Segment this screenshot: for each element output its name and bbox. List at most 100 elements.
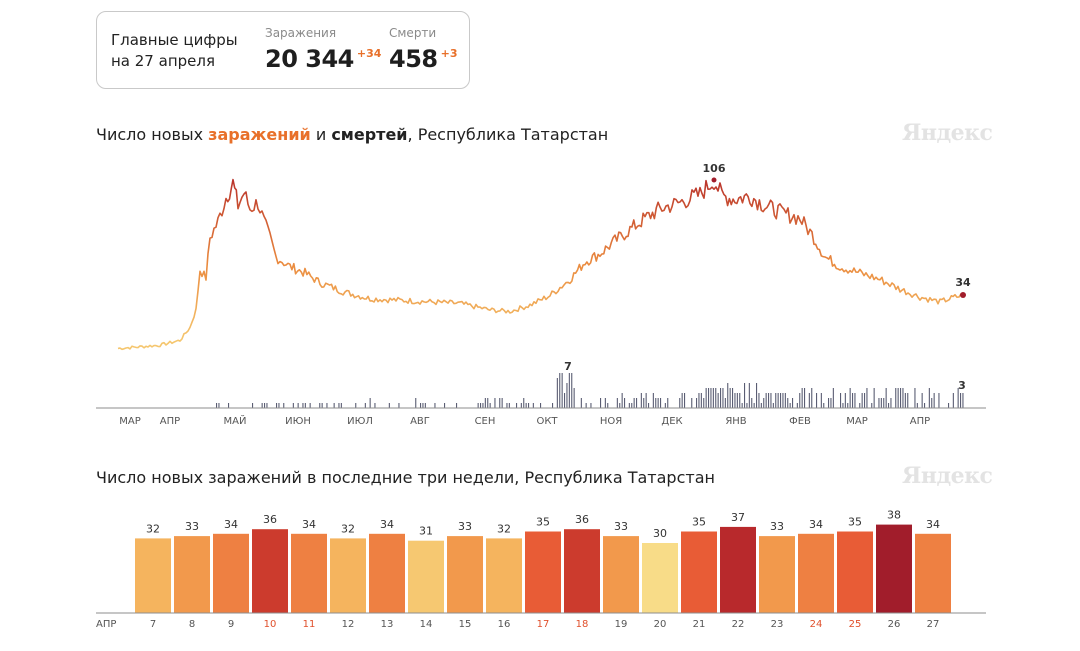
infections-line (117, 178, 964, 351)
chart1-yandex-logo: Яндекс (902, 120, 993, 146)
bar (408, 540, 444, 613)
deaths-bar (556, 378, 558, 408)
deaths-bar (772, 403, 774, 408)
deaths-bar (744, 383, 746, 408)
bar-value-label: 35 (536, 516, 550, 529)
bar-category-label: 17 (537, 619, 550, 630)
deaths-bar (780, 393, 782, 408)
deaths-bar (897, 388, 899, 408)
deaths-bar (355, 403, 357, 408)
bar-value-label: 36 (575, 513, 589, 526)
deaths-bar (456, 403, 458, 408)
bar-value-label: 34 (809, 518, 823, 531)
deaths-bar (477, 403, 479, 408)
deaths-bar (616, 398, 618, 408)
deaths-bar (648, 403, 650, 408)
deaths-bar (326, 403, 328, 408)
bar-category-label: 18 (576, 619, 589, 630)
deaths-bar (434, 403, 436, 408)
bar (486, 538, 522, 613)
deaths-bar (698, 393, 700, 408)
bar (915, 533, 951, 613)
bar-month-label: АПР (96, 619, 116, 630)
deaths-bar (840, 393, 842, 408)
deaths-bar (796, 403, 798, 408)
bar-value-label: 33 (614, 520, 628, 533)
deaths-bar (890, 398, 892, 408)
month-label: НОЯ (600, 416, 622, 427)
deaths-bar (931, 398, 933, 408)
deaths-bar (763, 398, 765, 408)
deaths-bar (552, 403, 554, 408)
month-label: СЕН (475, 416, 496, 427)
deaths-bar (849, 388, 851, 408)
deaths-bar (741, 403, 743, 408)
summary-caption-line1: Главные цифры (111, 31, 238, 49)
summary-card: Главные цифры на 27 апреля Заражения 20 … (96, 11, 470, 89)
deaths-bar (633, 398, 635, 408)
deaths-bar (278, 403, 280, 408)
deaths-bar (768, 393, 770, 408)
bar (252, 529, 288, 613)
month-label: ИЮН (285, 416, 311, 427)
deaths-bar (600, 398, 602, 408)
deaths-bar (216, 403, 218, 408)
deaths-bar (252, 403, 254, 408)
deaths-bar (484, 398, 486, 408)
deaths-bar (883, 398, 885, 408)
deaths-bar (770, 393, 772, 408)
deaths-bar (624, 398, 626, 408)
deaths-bar (962, 393, 964, 408)
deaths-bar (660, 398, 662, 408)
deaths-bar (590, 403, 592, 408)
deaths-bar (832, 388, 834, 408)
month-label: АПР (160, 416, 180, 427)
deaths-bar (508, 403, 510, 408)
deaths-bar (878, 398, 880, 408)
deaths-bar (907, 393, 909, 408)
deaths-bar (304, 403, 306, 408)
bar-value-label: 36 (263, 513, 277, 526)
month-label: ОКТ (536, 416, 558, 427)
chart1-title: Число новых заражений и смертей, Республ… (96, 125, 608, 144)
deaths-bar (957, 388, 959, 408)
month-label: ДЕК (661, 416, 682, 427)
deaths-bar (820, 393, 822, 408)
deaths-bar (765, 393, 767, 408)
deaths-bar (756, 383, 758, 408)
month-labels: МАР АПР МАЙ ИЮН ИЮЛ АВГ СЕН ОКТ НОЯ ДЕК ЯНВ ФЕВ МАР А… (119, 414, 930, 427)
line-chart: МАР АПР МАЙ ИЮН ИЮЛ АВГ СЕН ОКТ НОЯ ДЕК ЯНВ ФЕВ МАР А… (96, 162, 986, 427)
month-label: МАР (846, 416, 868, 427)
deaths-bar (880, 398, 882, 408)
bar-value-label: 34 (224, 518, 238, 531)
deaths-bar (607, 403, 609, 408)
month-label: МАР (119, 416, 141, 427)
deaths-bar (374, 403, 376, 408)
month-label: ИЮЛ (347, 416, 373, 427)
deaths-bar (758, 393, 760, 408)
deaths-bar (842, 403, 844, 408)
bar (525, 531, 561, 613)
bar (564, 529, 600, 613)
deaths-bar (885, 388, 887, 408)
deaths-bar (861, 393, 863, 408)
deaths-bar (276, 403, 278, 408)
bar-value-label: 33 (185, 520, 199, 533)
deaths-bar (895, 388, 897, 408)
deaths-bar (751, 398, 753, 408)
bar-category-label: 24 (810, 619, 823, 630)
bar-value-label: 33 (458, 520, 472, 533)
deaths-bar (309, 403, 311, 408)
deaths-bar (444, 403, 446, 408)
infections-delta: +34 (356, 47, 382, 60)
deaths-bar (266, 403, 268, 408)
bar-category-label: 27 (927, 619, 940, 630)
deaths-bar (283, 403, 285, 408)
deaths-bar (712, 388, 714, 408)
deaths-bars (216, 373, 964, 408)
bar-category-label: 13 (381, 619, 394, 630)
deaths-bar (916, 403, 918, 408)
deaths-bar (900, 388, 902, 408)
bar-value-label: 32 (497, 522, 511, 535)
deaths-bar (830, 398, 832, 408)
